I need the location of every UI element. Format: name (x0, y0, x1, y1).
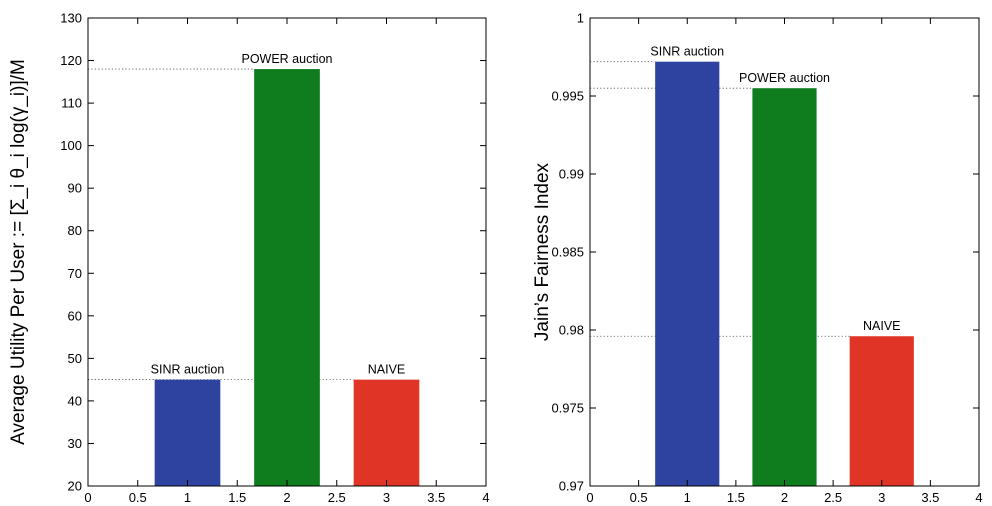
bar-naive (849, 336, 914, 486)
x-tick-label: 4 (482, 490, 489, 505)
y-tick-label: 30 (68, 436, 82, 451)
y-tick-label: 50 (68, 351, 82, 366)
y-tick-label: 70 (68, 266, 82, 281)
y-tick-label: 0.99 (559, 167, 584, 182)
y-tick-label: 0.985 (551, 245, 584, 260)
x-tick-label: 1.5 (228, 490, 246, 505)
y-tick-label: 130 (60, 11, 82, 26)
x-tick-label: 1 (184, 490, 191, 505)
x-tick-label: 3 (878, 490, 885, 505)
bar-label-naive: NAIVE (863, 319, 901, 333)
x-tick-label: 1.5 (727, 490, 745, 505)
bar-label-power-auction: POWER auction (739, 71, 830, 85)
bar-naive (353, 379, 420, 486)
y-tick-label: 60 (68, 308, 82, 323)
y-axis-label: Average Utility Per User := [Σ_i θ_i log… (8, 59, 29, 445)
x-tick-label: 0 (84, 490, 91, 505)
x-tick-label: 3.5 (427, 490, 445, 505)
x-tick-label: 0 (586, 490, 593, 505)
x-tick-label: 0.5 (129, 490, 147, 505)
bar-power-auction (254, 69, 320, 487)
bar-label-naive: NAIVE (368, 363, 406, 377)
y-tick-label: 120 (60, 53, 82, 68)
bar-sinr-auction (655, 61, 720, 487)
y-tick-label: 40 (68, 393, 82, 408)
utility-chart-panel: SINR auction POWER auction NAIVE 0 0.5 1 1.5 2 2… (8, 11, 490, 506)
y-tick-label: 0.97 (559, 479, 584, 494)
fairness-chart-panel: SINR auction POWER auction NAIVE 0 0.5 1 1.5 2 2… (532, 11, 983, 506)
x-tick-label: 3.5 (921, 490, 939, 505)
y-tick-label: 0.98 (559, 323, 584, 338)
y-tick-label: 90 (68, 181, 82, 196)
x-tick-label: 2 (283, 490, 290, 505)
y-tick-label: 100 (60, 138, 82, 153)
y-tick-label: 0.995 (551, 89, 584, 104)
bar-label-power-auction: POWER auction (241, 52, 332, 66)
x-tick-label: 1 (684, 490, 691, 505)
x-tick-label: 2 (781, 490, 788, 505)
bar-power-auction (752, 88, 817, 486)
x-tick-label: 2.5 (328, 490, 346, 505)
y-tick-label: 1 (577, 11, 584, 26)
y-tick-label: 110 (61, 96, 82, 111)
x-tick-label: 3 (383, 490, 390, 505)
x-tick-label: 0.5 (630, 490, 648, 505)
bar-label-sinr-auction: SINR auction (151, 363, 225, 377)
y-axis-label: Jain’s Fairness Index (532, 162, 553, 341)
x-tick-label: 4 (975, 490, 982, 505)
bar-label-sinr-auction: SINR auction (650, 45, 724, 59)
x-tick-label: 2.5 (824, 490, 842, 505)
y-tick-label: 0.975 (551, 401, 584, 416)
bar-sinr-auction (154, 379, 221, 486)
y-tick-label: 80 (68, 223, 82, 238)
y-tick-label: 20 (68, 479, 82, 494)
